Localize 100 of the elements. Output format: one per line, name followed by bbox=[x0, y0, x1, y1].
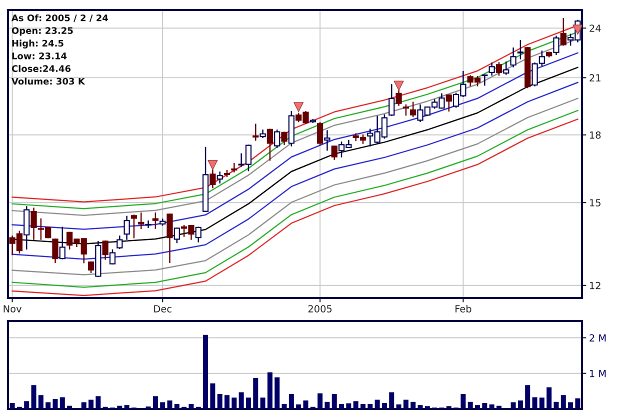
bar bbox=[217, 394, 222, 409]
bar bbox=[532, 397, 538, 409]
candlestick bbox=[410, 102, 416, 118]
bar bbox=[167, 400, 172, 409]
y-tick-label: 2 M bbox=[590, 334, 606, 342]
y-tick-label: 18 bbox=[590, 131, 601, 139]
bar bbox=[96, 396, 101, 409]
bar bbox=[324, 402, 330, 409]
point bbox=[572, 24, 582, 35]
annotation: Open: 23.25 bbox=[12, 27, 73, 36]
bar bbox=[174, 404, 180, 409]
bar bbox=[518, 400, 523, 409]
candlestick bbox=[152, 212, 158, 229]
bar bbox=[81, 402, 86, 409]
y-tick-label: 15 bbox=[590, 199, 600, 206]
bar bbox=[52, 399, 58, 409]
candlestick bbox=[124, 216, 130, 240]
bar bbox=[460, 394, 466, 409]
bar bbox=[575, 398, 580, 409]
y-tick-label: 12 bbox=[590, 282, 600, 290]
bar bbox=[188, 404, 194, 409]
candlestick bbox=[517, 40, 524, 60]
candlestick bbox=[145, 220, 152, 228]
bar bbox=[374, 400, 380, 409]
point bbox=[394, 80, 404, 91]
bar bbox=[353, 401, 358, 409]
bar bbox=[10, 402, 15, 409]
bar bbox=[496, 406, 502, 409]
bar bbox=[253, 378, 258, 409]
candlestick bbox=[266, 128, 274, 161]
bar bbox=[152, 396, 158, 409]
candlestick bbox=[553, 36, 560, 56]
bar bbox=[396, 404, 402, 409]
bar bbox=[424, 406, 430, 409]
bar bbox=[24, 401, 30, 409]
candlestick bbox=[281, 132, 288, 145]
bar bbox=[332, 394, 337, 409]
bar bbox=[475, 405, 480, 409]
bar bbox=[274, 377, 280, 409]
y-tick-label: 21 bbox=[590, 74, 600, 82]
candlestick bbox=[231, 162, 238, 172]
bar bbox=[554, 402, 559, 409]
bar bbox=[160, 402, 166, 409]
bar bbox=[360, 404, 366, 409]
bar bbox=[267, 372, 272, 409]
bar bbox=[67, 406, 72, 409]
bar bbox=[318, 393, 323, 409]
bar bbox=[339, 404, 344, 409]
bar bbox=[232, 398, 237, 409]
annotation: Volume: 303 K bbox=[11, 78, 86, 85]
x-tick-label: Nov bbox=[4, 305, 22, 312]
bar bbox=[560, 395, 566, 409]
candlestick bbox=[396, 88, 402, 106]
annotation: High: 24.5 bbox=[12, 40, 64, 48]
bar bbox=[203, 334, 208, 409]
candlestick bbox=[116, 236, 123, 249]
bar bbox=[368, 404, 373, 409]
candlestick bbox=[138, 212, 144, 230]
bar bbox=[88, 400, 94, 409]
bar bbox=[468, 402, 473, 409]
bar bbox=[489, 404, 494, 409]
candlestick bbox=[402, 104, 409, 116]
bar bbox=[525, 385, 530, 409]
bar bbox=[446, 406, 452, 409]
candlestick bbox=[324, 130, 330, 151]
bar bbox=[389, 392, 394, 409]
candlestick bbox=[216, 172, 223, 184]
y-tick-label: 24 bbox=[590, 24, 601, 32]
bar bbox=[260, 398, 266, 409]
candlestick bbox=[482, 74, 488, 86]
bar bbox=[546, 387, 552, 409]
candlestick bbox=[88, 261, 94, 273]
bar bbox=[568, 402, 574, 409]
bar bbox=[238, 392, 244, 409]
annotation: Low: 23.14 bbox=[12, 52, 67, 60]
bar bbox=[31, 385, 36, 409]
bar bbox=[346, 403, 352, 409]
candlestick bbox=[109, 249, 116, 264]
annotation: Close:24.46 bbox=[12, 65, 71, 72]
point bbox=[294, 102, 304, 112]
candlestick bbox=[488, 62, 495, 76]
bar bbox=[288, 394, 294, 409]
bar bbox=[418, 405, 423, 409]
bar bbox=[282, 404, 287, 409]
point bbox=[208, 160, 218, 170]
candlestick bbox=[446, 94, 452, 112]
bar bbox=[510, 402, 516, 409]
bar bbox=[224, 395, 230, 409]
candlestick bbox=[130, 214, 138, 238]
candlestick bbox=[560, 18, 566, 46]
bar bbox=[117, 406, 122, 409]
annotation: As Of: 2005 / 2 / 24 bbox=[11, 14, 108, 22]
bar bbox=[403, 400, 408, 409]
bar bbox=[410, 402, 416, 409]
candlestick bbox=[195, 226, 202, 242]
x-tick-label: Feb bbox=[456, 304, 472, 312]
candlestick bbox=[331, 146, 338, 160]
candlestick bbox=[210, 170, 216, 188]
candlestick bbox=[174, 228, 180, 244]
candlestick bbox=[252, 124, 259, 141]
